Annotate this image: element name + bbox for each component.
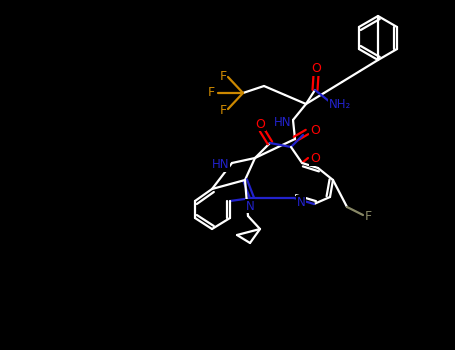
Text: N: N [297, 196, 305, 209]
Text: F: F [207, 86, 215, 99]
Text: F: F [364, 210, 372, 224]
Text: HN: HN [274, 116, 292, 128]
Text: O: O [310, 153, 320, 166]
Text: O: O [255, 118, 265, 131]
Text: O: O [311, 63, 321, 76]
Text: F: F [219, 104, 227, 117]
Text: HN: HN [212, 159, 230, 172]
Text: N: N [246, 199, 254, 212]
Text: F: F [219, 70, 227, 83]
Text: O: O [310, 125, 320, 138]
Text: NH₂: NH₂ [329, 98, 351, 111]
